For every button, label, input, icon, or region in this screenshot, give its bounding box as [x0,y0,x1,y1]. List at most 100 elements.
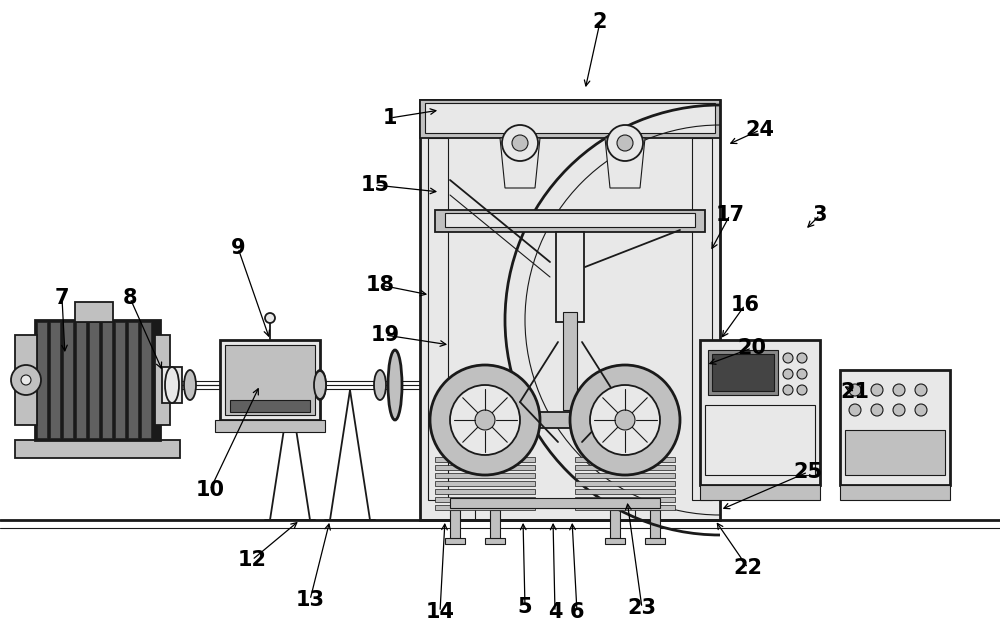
Bar [705,405,815,475]
Text: 5: 5 [518,597,532,617]
Bar [435,473,535,478]
Circle shape [783,369,793,379]
Ellipse shape [184,370,196,400]
Bar [435,457,535,462]
Bar [445,213,695,227]
Ellipse shape [244,370,256,400]
Bar [15,440,180,458]
Text: 23: 23 [628,598,656,618]
Bar [610,510,620,540]
Circle shape [915,384,927,396]
Bar [162,367,182,403]
Text: 12: 12 [238,550,267,570]
Bar [435,465,535,470]
Ellipse shape [374,370,386,400]
Text: 18: 18 [366,275,395,295]
Circle shape [783,353,793,363]
Bar [220,340,320,420]
Bar [141,322,151,438]
Bar [445,538,465,544]
Bar [708,350,778,395]
Bar [63,322,73,438]
Text: 16: 16 [730,295,760,315]
Circle shape [502,125,538,161]
Text: 8: 8 [123,288,137,308]
Ellipse shape [314,371,326,399]
Ellipse shape [165,367,179,403]
Bar [650,510,660,540]
Bar [845,430,945,475]
Text: 10: 10 [196,480,225,500]
Bar [490,510,500,540]
Ellipse shape [388,350,402,420]
Circle shape [450,385,520,455]
Bar [420,100,720,520]
Bar [435,497,535,502]
Bar [450,510,460,540]
Bar [435,489,535,494]
Bar [102,322,112,438]
Bar [428,138,448,500]
Bar [215,420,325,432]
Text: 9: 9 [231,238,245,258]
Bar [435,505,535,510]
Text: 24: 24 [746,120,774,140]
Circle shape [570,365,680,475]
Bar [75,302,113,322]
Text: 21: 21 [840,382,869,402]
Bar [575,473,675,478]
Circle shape [797,385,807,395]
Bar [645,538,665,544]
Bar [485,538,505,544]
Bar [425,103,715,133]
Bar [840,370,950,485]
Bar [692,138,712,500]
Bar [575,465,675,470]
Bar [155,335,170,425]
Text: 14: 14 [426,602,454,622]
Bar [575,481,675,486]
Circle shape [11,365,41,395]
Circle shape [265,313,275,323]
Text: 20: 20 [738,338,767,358]
Bar [575,489,675,494]
Bar [435,481,535,486]
Bar [556,232,584,322]
Circle shape [475,410,495,430]
Bar [50,322,60,438]
Circle shape [849,384,861,396]
Text: 6: 6 [570,602,584,622]
Bar [89,322,99,438]
Polygon shape [605,138,645,188]
Bar [700,340,820,485]
Text: 22: 22 [734,558,763,578]
Bar [575,457,675,462]
Circle shape [430,365,540,475]
Circle shape [607,125,643,161]
Text: 13: 13 [296,590,325,610]
Circle shape [615,410,635,430]
Text: 25: 25 [793,462,823,482]
Bar [35,320,160,440]
Circle shape [590,385,660,455]
Text: 17: 17 [716,205,744,225]
Circle shape [512,135,528,151]
Bar [700,485,820,500]
Circle shape [783,385,793,395]
Bar [115,322,125,438]
Text: 4: 4 [548,602,562,622]
Circle shape [617,135,633,151]
Bar [485,412,625,428]
Circle shape [21,375,31,385]
Bar [76,322,86,438]
Circle shape [871,384,883,396]
Bar [712,354,774,391]
Bar [575,497,675,502]
Circle shape [893,384,905,396]
Text: 3: 3 [813,205,827,225]
Circle shape [797,369,807,379]
Bar [450,498,660,508]
Bar [605,538,625,544]
Bar [37,322,47,438]
Circle shape [797,353,807,363]
